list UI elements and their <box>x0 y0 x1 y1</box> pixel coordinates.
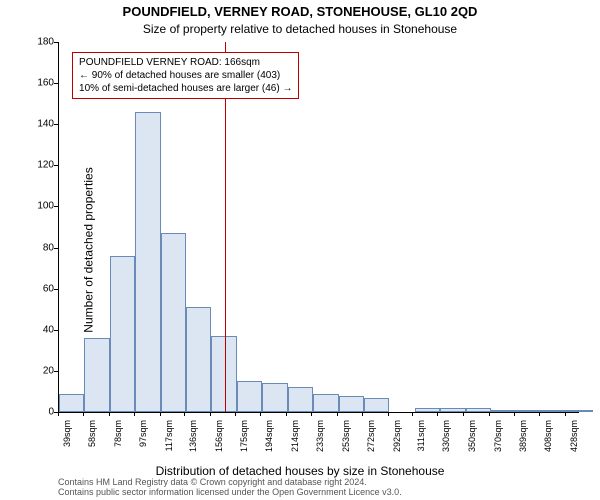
footnote: Contains HM Land Registry data © Crown c… <box>58 478 402 498</box>
x-tick <box>286 412 287 416</box>
x-tick <box>184 412 185 416</box>
x-tick <box>463 412 464 416</box>
y-tick-label: 80 <box>14 242 54 253</box>
histogram-bar <box>542 410 567 412</box>
histogram-bar <box>491 410 516 412</box>
x-tick-label: 389sqm <box>518 420 528 454</box>
y-tick-label: 40 <box>14 324 54 335</box>
x-tick-label: 292sqm <box>392 420 402 454</box>
chart-title-main: POUNDFIELD, VERNEY ROAD, STONEHOUSE, GL1… <box>0 4 600 19</box>
x-tick-label: 408sqm <box>543 420 553 454</box>
histogram-bar <box>237 381 262 412</box>
y-tick <box>54 42 58 43</box>
footnote-line2: Contains public sector information licen… <box>58 488 402 498</box>
x-tick <box>83 412 84 416</box>
y-tick <box>54 124 58 125</box>
info-box-line: POUNDFIELD VERNEY ROAD: 166sqm <box>79 56 292 69</box>
y-tick <box>54 330 58 331</box>
x-tick <box>109 412 110 416</box>
x-tick <box>539 412 540 416</box>
x-tick-label: 117sqm <box>164 420 174 454</box>
x-tick <box>565 412 566 416</box>
x-tick <box>160 412 161 416</box>
y-tick <box>54 206 58 207</box>
x-tick-label: 175sqm <box>239 420 249 454</box>
plot-area: POUNDFIELD VERNEY ROAD: 166sqm← 90% of d… <box>58 42 579 413</box>
x-tick-label: 428sqm <box>569 420 579 454</box>
histogram-bar <box>339 396 364 412</box>
histogram-bar <box>440 408 465 412</box>
chart-title-sub: Size of property relative to detached ho… <box>0 22 600 36</box>
x-tick <box>388 412 389 416</box>
y-tick-label: 20 <box>14 365 54 376</box>
histogram-bar <box>186 307 211 412</box>
x-tick-label: 233sqm <box>315 420 325 454</box>
histogram-bar <box>59 394 84 413</box>
x-tick <box>437 412 438 416</box>
y-tick-label: 0 <box>14 407 54 418</box>
x-tick-label: 370sqm <box>493 420 503 454</box>
histogram-bar <box>135 112 160 412</box>
info-box-line: ← 90% of detached houses are smaller (40… <box>79 69 292 82</box>
histogram-bar <box>364 398 389 412</box>
x-tick <box>260 412 261 416</box>
y-tick-label: 160 <box>14 78 54 89</box>
x-tick-label: 97sqm <box>138 420 148 454</box>
x-tick <box>514 412 515 416</box>
x-tick <box>58 412 59 416</box>
x-tick-label: 39sqm <box>62 420 72 454</box>
info-box-line: 10% of semi-detached houses are larger (… <box>79 82 292 95</box>
x-tick <box>412 412 413 416</box>
x-tick <box>235 412 236 416</box>
y-tick-label: 60 <box>14 283 54 294</box>
x-tick <box>362 412 363 416</box>
y-tick <box>54 248 58 249</box>
y-tick-label: 100 <box>14 201 54 212</box>
y-tick <box>54 83 58 84</box>
x-tick-label: 136sqm <box>188 420 198 454</box>
x-tick-label: 272sqm <box>366 420 376 454</box>
x-tick-label: 58sqm <box>87 420 97 454</box>
x-tick <box>337 412 338 416</box>
x-axis-label: Distribution of detached houses by size … <box>0 464 600 478</box>
x-tick <box>489 412 490 416</box>
histogram-bar <box>110 256 135 412</box>
x-tick-label: 350sqm <box>467 420 477 454</box>
histogram-bar <box>84 338 109 412</box>
x-tick-label: 194sqm <box>264 420 274 454</box>
x-tick-label: 156sqm <box>214 420 224 454</box>
y-tick <box>54 371 58 372</box>
x-tick-label: 253sqm <box>341 420 351 454</box>
x-tick-label: 330sqm <box>441 420 451 454</box>
y-tick <box>54 165 58 166</box>
info-box: POUNDFIELD VERNEY ROAD: 166sqm← 90% of d… <box>72 52 299 99</box>
histogram-bar <box>313 394 338 413</box>
histogram-bar <box>262 383 287 412</box>
x-tick <box>134 412 135 416</box>
histogram-bar <box>288 387 313 412</box>
histogram-bar <box>567 410 592 412</box>
histogram-bar <box>466 408 491 412</box>
y-tick-label: 120 <box>14 160 54 171</box>
y-tick <box>54 289 58 290</box>
y-tick-label: 140 <box>14 119 54 130</box>
histogram-bar <box>161 233 186 412</box>
x-tick-label: 78sqm <box>113 420 123 454</box>
x-tick-label: 214sqm <box>290 420 300 454</box>
x-tick <box>311 412 312 416</box>
x-tick-label: 311sqm <box>416 420 426 454</box>
y-tick-label: 180 <box>14 37 54 48</box>
x-tick <box>210 412 211 416</box>
